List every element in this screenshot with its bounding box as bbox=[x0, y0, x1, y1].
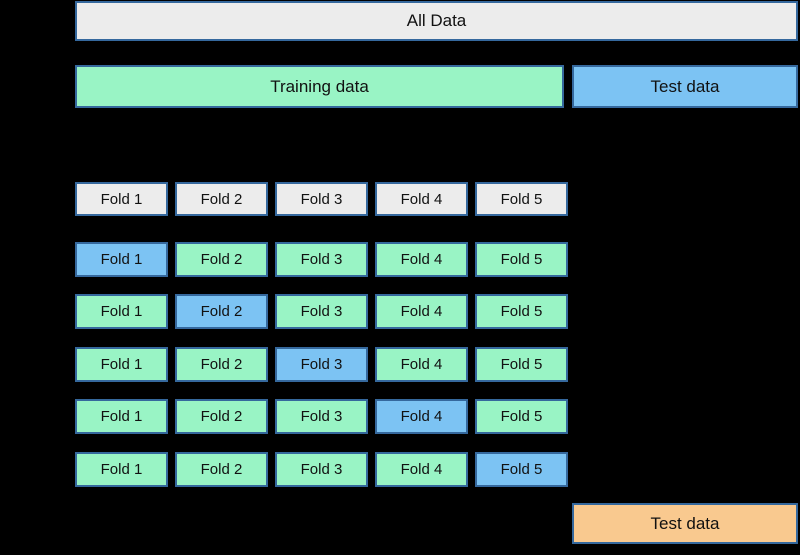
fold-cell: Fold 4 bbox=[375, 399, 468, 434]
fold-cell: Fold 2 bbox=[175, 347, 268, 382]
fold-cell: Fold 1 bbox=[75, 452, 168, 487]
final-test-data-bar: Test data bbox=[572, 503, 798, 544]
fold-cell: Fold 4 bbox=[375, 242, 468, 277]
fold-cell: Fold 3 bbox=[275, 347, 368, 382]
cv-split-row: Fold 1 Fold 2 Fold 3 Fold 4 Fold 5 bbox=[75, 452, 568, 487]
fold-cell: Fold 5 bbox=[475, 452, 568, 487]
fold-cell: Fold 1 bbox=[75, 347, 168, 382]
fold-header-row: Fold 1 Fold 2 Fold 3 Fold 4 Fold 5 bbox=[75, 182, 568, 216]
fold-cell: Fold 4 bbox=[375, 294, 468, 329]
fold-cell: Fold 4 bbox=[375, 452, 468, 487]
fold-cell: Fold 5 bbox=[475, 294, 568, 329]
fold-cell: Fold 2 bbox=[175, 242, 268, 277]
all-data-bar: All Data bbox=[75, 1, 798, 41]
fold-cell: Fold 1 bbox=[75, 242, 168, 277]
all-data-label: All Data bbox=[406, 11, 467, 30]
fold-header-cell: Fold 5 bbox=[475, 182, 568, 216]
fold-cell: Fold 3 bbox=[275, 294, 368, 329]
fold-cell: Fold 1 bbox=[75, 399, 168, 434]
training-data-label: Training data bbox=[270, 76, 369, 96]
fold-header-cell: Fold 2 bbox=[175, 182, 268, 216]
fold-cell: Fold 4 bbox=[375, 347, 468, 382]
cv-split-row: Fold 1 Fold 2 Fold 3 Fold 4 Fold 5 bbox=[75, 294, 568, 329]
fold-cell: Fold 3 bbox=[275, 242, 368, 277]
cv-split-row: Fold 1 Fold 2 Fold 3 Fold 4 Fold 5 bbox=[75, 242, 568, 277]
test-data-label: Test data bbox=[650, 76, 720, 96]
fold-cell: Fold 2 bbox=[175, 294, 268, 329]
fold-cell: Fold 5 bbox=[475, 399, 568, 434]
fold-cell: Fold 3 bbox=[275, 452, 368, 487]
test-data-bar: Test data bbox=[572, 65, 798, 108]
fold-cell: Fold 5 bbox=[475, 347, 568, 382]
fold-cell: Fold 1 bbox=[75, 294, 168, 329]
cv-split-row: Fold 1 Fold 2 Fold 3 Fold 4 Fold 5 bbox=[75, 399, 568, 434]
fold-cell: Fold 3 bbox=[275, 399, 368, 434]
fold-header-cell: Fold 4 bbox=[375, 182, 468, 216]
fold-header-cell: Fold 1 bbox=[75, 182, 168, 216]
final-test-data-label: Test data bbox=[650, 513, 720, 533]
fold-cell: Fold 2 bbox=[175, 399, 268, 434]
cv-split-row: Fold 1 Fold 2 Fold 3 Fold 4 Fold 5 bbox=[75, 347, 568, 382]
training-data-bar: Training data bbox=[75, 65, 564, 108]
fold-cell: Fold 2 bbox=[175, 452, 268, 487]
fold-header-cell: Fold 3 bbox=[275, 182, 368, 216]
fold-cell: Fold 5 bbox=[475, 242, 568, 277]
